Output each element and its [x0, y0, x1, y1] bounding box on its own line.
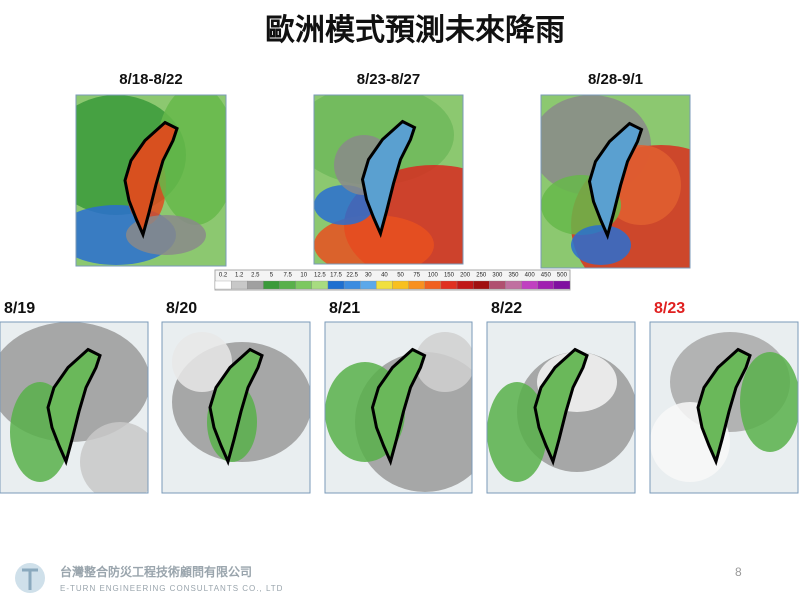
rain-area: [80, 422, 148, 493]
colorbar-label: 17.5: [330, 273, 342, 279]
colorbar-cell: [214, 280, 232, 290]
map-body: [325, 322, 472, 493]
colorbar-label: 7.5: [283, 273, 292, 279]
colorbar-label: 40: [381, 273, 388, 279]
colorbar-label: 0.2: [219, 273, 228, 279]
rain-area: [487, 382, 547, 482]
rain-area: [571, 225, 631, 265]
colorbar-cell: [537, 280, 555, 290]
colorbar-cell: [456, 280, 474, 290]
title: 歐洲模式預測未來降雨: [265, 14, 565, 47]
colorbar-label: 250: [476, 273, 487, 279]
company: 台灣整合防災工程技術顧問有限公司: [60, 564, 252, 579]
colorbar-label: 200: [460, 273, 471, 279]
colorbar-label: 1.2: [235, 273, 244, 279]
day-label: 8/19: [4, 300, 35, 317]
map-body: [76, 95, 226, 266]
bottom-map: [324, 321, 473, 494]
colorbar-label: 100: [428, 273, 439, 279]
colorbar-cell: [553, 280, 571, 290]
map-body: [541, 95, 690, 268]
colorbar-label: 12.5: [314, 273, 326, 279]
map-frame: [0, 321, 149, 494]
colorbar-label: 5: [270, 273, 274, 279]
colorbar-cell: [424, 280, 442, 290]
map-frame: [75, 94, 227, 267]
colorbar-label: 350: [509, 273, 520, 279]
top-map: [313, 94, 464, 265]
company-en: E-TURN ENGINEERING CONSULTANTS CO., LTD: [60, 584, 283, 593]
colorbar-cell: [392, 280, 409, 290]
map-body: [314, 95, 463, 264]
map-frame: [649, 321, 799, 494]
colorbar-cell: [505, 280, 522, 290]
rain-area: [314, 215, 434, 264]
colorbar-label: 22.5: [346, 273, 358, 279]
colorbar-cell: [521, 280, 538, 290]
day-label: 8/22: [491, 300, 522, 317]
colorbar-label: 150: [444, 273, 455, 279]
bottom-map: [161, 321, 311, 494]
logo-mark: [22, 568, 38, 590]
rain-area: [156, 95, 226, 225]
period-label: 8/23-8/27: [357, 71, 420, 88]
colorbar-cell: [263, 280, 280, 290]
map-body: [487, 322, 635, 493]
colorbar-label: 75: [413, 273, 420, 279]
colorbar-cell: [440, 280, 458, 290]
maps: [0, 94, 799, 494]
map-frame: [313, 94, 464, 265]
map-frame: [324, 321, 473, 494]
map-body: [162, 322, 310, 493]
period-label: 8/28-9/1: [588, 71, 643, 88]
map-frame: [161, 321, 311, 494]
colorbar-cell: [230, 280, 248, 290]
day-label: 8/23: [654, 300, 685, 317]
colorbar-cell: [473, 280, 490, 290]
colorbar-cell: [489, 280, 506, 290]
map-frame: [486, 321, 636, 494]
day-label: 8/20: [166, 300, 197, 317]
map-body: [0, 322, 148, 493]
map-body: [650, 322, 798, 493]
colorbar-label: 10: [300, 273, 307, 279]
page-number: 8: [735, 565, 742, 579]
colorbar-label: 2.5: [251, 273, 260, 279]
top-map: [540, 94, 691, 269]
colorbar-cell: [343, 280, 361, 290]
colorbar-cell: [247, 280, 264, 290]
colorbar-label: 400: [525, 273, 536, 279]
colorbar: 0.2 1.2 2.5 5 7.5 10 12.5 17.5 22.5 30 40 50 75 100 15…: [214, 269, 571, 291]
day-label: 8/21: [329, 300, 360, 317]
colorbar-label: 450: [541, 273, 552, 279]
colorbar-label: 30: [365, 273, 372, 279]
colorbar-cell: [311, 280, 329, 290]
map-frame: [540, 94, 691, 269]
colorbar-cell: [376, 280, 393, 290]
rain-area: [172, 332, 232, 392]
rain-area: [740, 352, 798, 452]
colorbar-cell: [279, 280, 296, 290]
colorbar-label: 300: [492, 273, 503, 279]
colorbar-cell: [295, 280, 312, 290]
bottom-map: [486, 321, 636, 494]
period-label: 8/18-8/22: [119, 71, 182, 88]
bottom-map: [0, 321, 149, 494]
colorbar-label: 500: [557, 273, 568, 279]
rain-area: [415, 332, 472, 392]
top-map: [75, 94, 227, 267]
colorbar-cell: [408, 280, 425, 290]
colorbar-label: 50: [397, 273, 404, 279]
colorbar-cell: [327, 280, 345, 290]
rain-area: [314, 185, 374, 225]
footer: 台灣整合防災工程技術顧問有限公司 E-TURN ENGINEERING CONS…: [15, 563, 742, 593]
bottom-map: [649, 321, 799, 494]
colorbar-cell: [360, 280, 377, 290]
